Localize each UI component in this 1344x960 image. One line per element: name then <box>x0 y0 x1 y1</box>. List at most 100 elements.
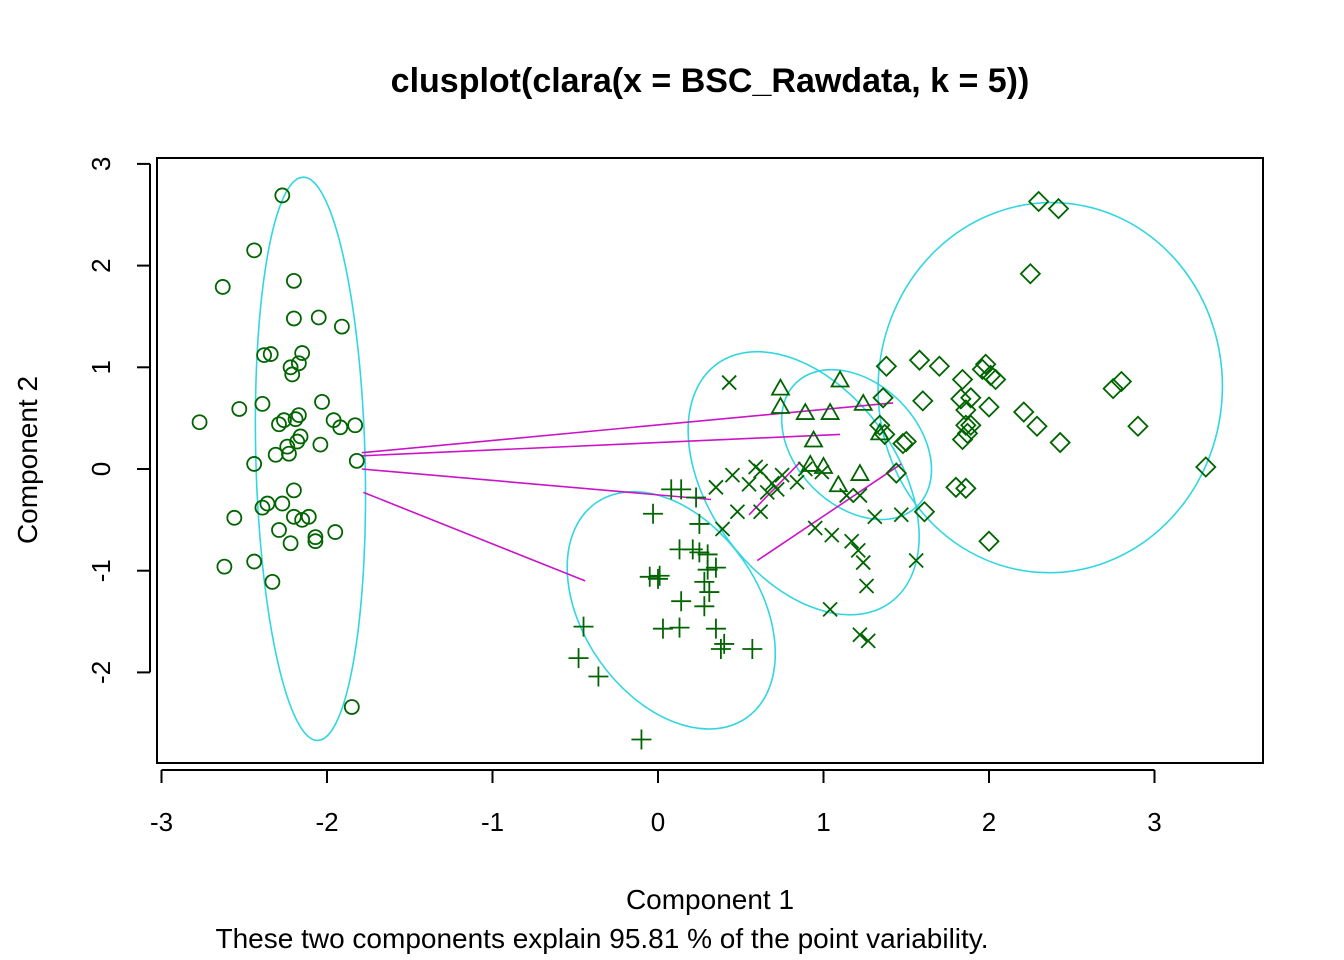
data-point-diamond <box>873 423 896 446</box>
data-point-plus <box>652 618 673 639</box>
y-tick-label: 3 <box>86 157 116 171</box>
data-point-diamond <box>1127 415 1149 438</box>
cluster-ellipses <box>254 176 1224 742</box>
data-point-circle <box>226 509 243 526</box>
data-point-triangle <box>770 377 791 396</box>
data-point-circle <box>307 529 324 546</box>
x-tick-label: -2 <box>315 807 338 837</box>
data-point-cross <box>741 476 757 492</box>
data-point-circle <box>271 416 287 433</box>
data-point-cross <box>714 521 731 537</box>
data-point-plus <box>742 639 763 660</box>
data-point-plus <box>694 596 715 617</box>
data-point-plus <box>648 568 668 589</box>
data-point-diamond <box>951 368 974 391</box>
data-point-diamond <box>1049 431 1071 454</box>
chart-title: clusplot(clara(x = BSC_Rawdata, k = 5)) <box>391 62 1030 100</box>
data-point-diamond <box>1012 401 1035 423</box>
data-point-cross <box>867 509 883 525</box>
data-point-cross <box>908 552 924 569</box>
data-point-cross <box>852 627 868 643</box>
data-point-triangle <box>828 474 849 493</box>
data-point-cross <box>724 467 741 483</box>
variability-caption: These two components explain 95.81 % of … <box>215 923 988 954</box>
data-point-circle <box>279 438 296 455</box>
data-point-circle <box>274 495 291 512</box>
data-point-plus <box>573 616 594 637</box>
data-point-circle <box>314 393 330 410</box>
data-point-circle <box>285 272 302 289</box>
data-point-circle <box>271 522 287 538</box>
data-point-circle <box>343 699 360 715</box>
data-point-triangle <box>813 456 834 474</box>
y-axis: -2 -1 0 1 2 3 <box>86 157 151 684</box>
data-point-circle <box>282 535 299 552</box>
cluster-link-line <box>363 491 586 582</box>
cluster-link-line <box>756 463 902 562</box>
data-point-triangle <box>853 393 874 411</box>
data-point-diamond <box>945 476 967 499</box>
data-point-circle <box>191 414 208 431</box>
data-point-cross <box>858 578 875 594</box>
data-point-circle <box>348 452 365 469</box>
data-point-circle <box>310 309 327 326</box>
data-point-plus <box>699 582 720 603</box>
data-point-diamond <box>1047 197 1070 220</box>
data-point-circle <box>216 558 233 575</box>
data-point-diamond <box>1110 370 1133 393</box>
data-point-circle <box>274 187 291 204</box>
y-tick-label: -1 <box>86 559 116 582</box>
plot-frame <box>156 157 1264 764</box>
data-point-diamond <box>984 368 1007 391</box>
data-point-diamond <box>955 414 977 437</box>
data-point-circle <box>254 499 271 516</box>
data-point-cross <box>708 479 724 495</box>
data-point-circle <box>285 310 302 327</box>
data-point-diamond <box>960 387 982 409</box>
data-point-diamond <box>908 349 931 371</box>
data-point-circle <box>285 508 302 525</box>
data-point-circle <box>246 456 263 472</box>
data-point-circle <box>332 419 349 436</box>
data-point-diamond <box>872 387 894 409</box>
data-points <box>191 187 1217 750</box>
x-tick-label: 2 <box>982 807 996 837</box>
data-point-diamond <box>978 530 1000 552</box>
data-point-diamond <box>955 477 977 500</box>
data-point-plus <box>669 617 690 638</box>
data-point-plus <box>697 559 718 580</box>
data-point-circle <box>312 436 329 453</box>
data-point-circle <box>294 345 311 361</box>
data-point-circle <box>327 524 344 540</box>
cluster-4-ellipse <box>780 368 933 521</box>
data-point-triangle <box>800 454 821 472</box>
x-tick-label: 0 <box>651 807 665 837</box>
cluster-5-ellipse <box>877 201 1224 574</box>
data-point-circle <box>214 279 231 295</box>
cluster-distance-lines <box>361 402 902 582</box>
data-point-diamond <box>974 353 997 376</box>
data-point-cross <box>843 533 860 549</box>
y-axis-label: Component 2 <box>12 376 43 544</box>
data-point-circle <box>276 412 292 429</box>
x-axis: -3 -2 -1 0 1 2 3 <box>150 769 1162 837</box>
data-point-plus <box>705 557 726 578</box>
data-point-diamond <box>885 462 908 484</box>
data-point-circle <box>231 401 248 417</box>
cluster-link-line <box>361 402 894 454</box>
data-point-triangle <box>803 429 824 448</box>
data-point-diamond <box>913 500 936 523</box>
data-point-circle <box>333 318 350 335</box>
data-point-cross <box>822 601 838 617</box>
data-point-plus <box>671 479 692 500</box>
data-point-circle <box>347 417 364 434</box>
data-point-plus <box>649 565 670 586</box>
data-point-cross <box>789 474 805 490</box>
data-point-cross <box>752 463 769 479</box>
data-point-plus <box>694 571 715 592</box>
data-point-circle <box>289 433 306 450</box>
data-point-diamond <box>1026 415 1048 438</box>
data-point-diamond <box>1027 190 1050 213</box>
data-point-triangle <box>795 402 816 420</box>
